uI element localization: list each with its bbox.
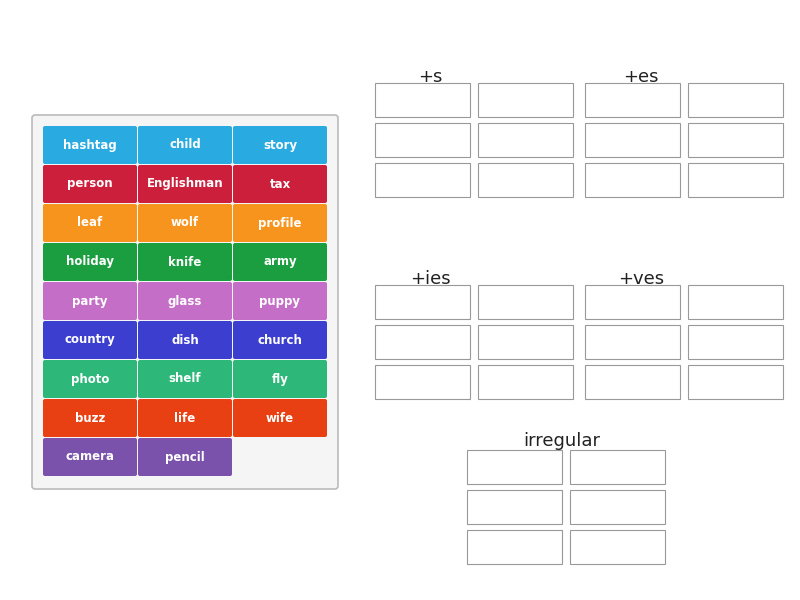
FancyBboxPatch shape xyxy=(43,321,137,359)
Text: shelf: shelf xyxy=(169,373,202,385)
Text: country: country xyxy=(65,334,115,346)
FancyBboxPatch shape xyxy=(138,204,232,242)
Text: fly: fly xyxy=(271,373,289,385)
Bar xyxy=(585,83,680,117)
Bar xyxy=(467,530,562,564)
Bar xyxy=(688,365,783,399)
Bar xyxy=(375,123,470,157)
Bar xyxy=(467,450,562,484)
FancyBboxPatch shape xyxy=(138,399,232,437)
Bar xyxy=(478,285,573,319)
Bar xyxy=(688,163,783,197)
FancyBboxPatch shape xyxy=(138,321,232,359)
Bar xyxy=(478,163,573,197)
Bar xyxy=(570,450,665,484)
Bar xyxy=(688,123,783,157)
Bar xyxy=(585,123,680,157)
Text: glass: glass xyxy=(168,295,202,307)
FancyBboxPatch shape xyxy=(233,126,327,164)
Text: person: person xyxy=(67,178,113,191)
FancyBboxPatch shape xyxy=(233,321,327,359)
Text: dish: dish xyxy=(171,334,199,346)
FancyBboxPatch shape xyxy=(138,282,232,320)
Bar xyxy=(478,325,573,359)
FancyBboxPatch shape xyxy=(32,115,338,489)
FancyBboxPatch shape xyxy=(138,126,232,164)
FancyBboxPatch shape xyxy=(233,399,327,437)
Text: party: party xyxy=(72,295,108,307)
FancyBboxPatch shape xyxy=(43,399,137,437)
Text: army: army xyxy=(263,256,297,269)
Text: child: child xyxy=(169,139,201,151)
Bar xyxy=(375,163,470,197)
Text: holiday: holiday xyxy=(66,256,114,269)
FancyBboxPatch shape xyxy=(43,243,137,281)
Text: buzz: buzz xyxy=(75,412,105,425)
FancyBboxPatch shape xyxy=(233,165,327,203)
Text: Englishman: Englishman xyxy=(146,178,223,191)
FancyBboxPatch shape xyxy=(43,126,137,164)
Bar xyxy=(688,325,783,359)
Bar xyxy=(467,490,562,524)
Bar xyxy=(585,163,680,197)
FancyBboxPatch shape xyxy=(233,282,327,320)
Bar xyxy=(585,365,680,399)
Text: church: church xyxy=(258,334,302,346)
Bar xyxy=(375,325,470,359)
Text: irregular: irregular xyxy=(523,432,601,450)
FancyBboxPatch shape xyxy=(233,204,327,242)
Bar xyxy=(585,325,680,359)
Bar xyxy=(375,83,470,117)
FancyBboxPatch shape xyxy=(138,438,232,476)
Text: puppy: puppy xyxy=(259,295,301,307)
Text: pencil: pencil xyxy=(165,451,205,463)
FancyBboxPatch shape xyxy=(233,360,327,398)
Bar xyxy=(375,285,470,319)
Text: photo: photo xyxy=(71,373,109,385)
Bar xyxy=(478,365,573,399)
FancyBboxPatch shape xyxy=(43,204,137,242)
FancyBboxPatch shape xyxy=(43,282,137,320)
Text: +ves: +ves xyxy=(618,270,664,288)
Text: wife: wife xyxy=(266,412,294,425)
Text: +es: +es xyxy=(623,68,658,86)
Bar xyxy=(585,285,680,319)
Text: knife: knife xyxy=(168,256,202,269)
Bar xyxy=(570,530,665,564)
FancyBboxPatch shape xyxy=(138,243,232,281)
Bar xyxy=(478,83,573,117)
FancyBboxPatch shape xyxy=(138,165,232,203)
Text: tax: tax xyxy=(270,178,290,191)
FancyBboxPatch shape xyxy=(138,360,232,398)
Text: +ies: +ies xyxy=(410,270,450,288)
FancyBboxPatch shape xyxy=(43,165,137,203)
Text: hashtag: hashtag xyxy=(63,139,117,151)
Text: profile: profile xyxy=(258,217,302,229)
Text: camera: camera xyxy=(66,451,114,463)
Bar xyxy=(688,285,783,319)
FancyBboxPatch shape xyxy=(43,438,137,476)
Text: life: life xyxy=(174,412,196,425)
Text: leaf: leaf xyxy=(78,217,102,229)
Text: story: story xyxy=(263,139,297,151)
Bar xyxy=(375,365,470,399)
Bar xyxy=(478,123,573,157)
Bar xyxy=(688,83,783,117)
Bar xyxy=(570,490,665,524)
FancyBboxPatch shape xyxy=(43,360,137,398)
Text: +s: +s xyxy=(418,68,442,86)
FancyBboxPatch shape xyxy=(233,243,327,281)
Text: wolf: wolf xyxy=(171,217,199,229)
